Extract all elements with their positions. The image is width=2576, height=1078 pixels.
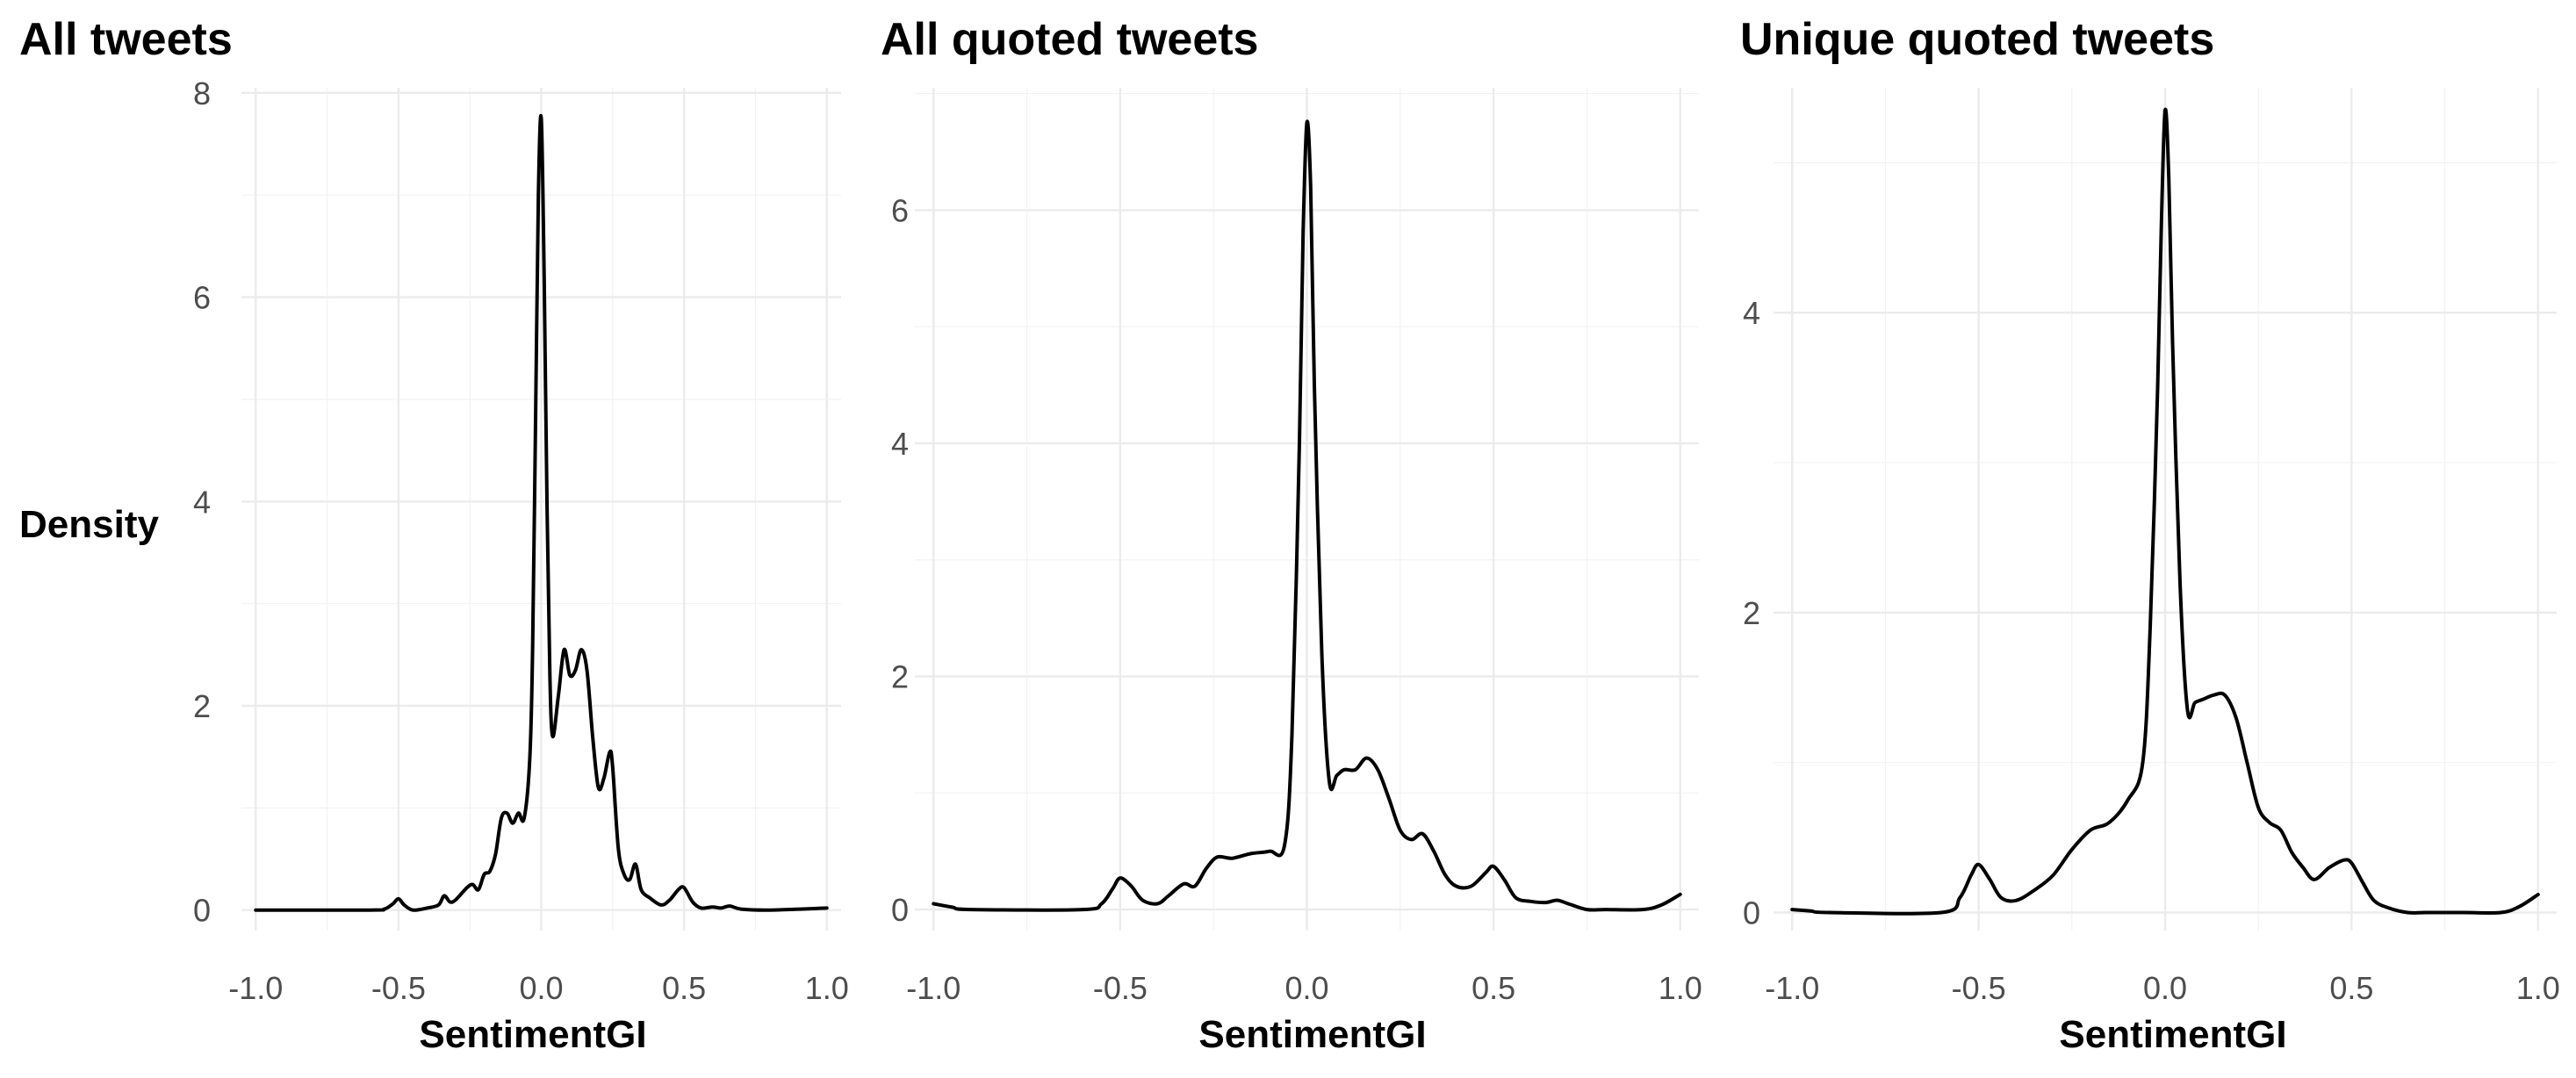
y-tick-label-0: 0 bbox=[193, 893, 211, 929]
x-tick-label-1-0: 1.0 bbox=[805, 970, 849, 1006]
y-tick-label-4: 4 bbox=[1743, 295, 1760, 331]
density-line-all-quoted-tweets bbox=[932, 119, 1682, 912]
x-tick-label-0-0: 0.0 bbox=[519, 970, 563, 1006]
y-tick-label-4: 4 bbox=[193, 484, 211, 520]
y-tick-label-4: 4 bbox=[891, 426, 909, 462]
y-tick-label-6: 6 bbox=[891, 192, 909, 228]
density-line-unique-quoted-tweets bbox=[1790, 107, 2540, 916]
panel-all-quoted-tweets: 0 2 4 6 -1.0 -0.5 0.0 0.5 1.0 All quoted tweets… bbox=[881, 14, 1702, 1056]
x-tick-label-0-5: 0.5 bbox=[1471, 970, 1515, 1006]
x-axis-label-all-quoted-tweets: SentimentGI bbox=[1198, 1013, 1426, 1056]
x-tick-label-0-0: 0.0 bbox=[2143, 970, 2187, 1006]
density-line-all-tweets bbox=[254, 114, 829, 912]
y-tick-label-2: 2 bbox=[193, 688, 211, 724]
x-tick-label-0-5: 0.5 bbox=[662, 970, 706, 1006]
panel-title-unique-quoted-tweets: Unique quoted tweets bbox=[1740, 14, 2214, 65]
x-tick-label-1-0: 1.0 bbox=[2516, 970, 2560, 1006]
x-tick-label-0-5: 0.5 bbox=[2329, 970, 2373, 1006]
x-tick-label-1-0: -1.0 bbox=[228, 970, 283, 1006]
panel-all-tweets: 0 2 4 6 8 -1.0 -0.5 0.0 0.5 1.0 All tweets Senti… bbox=[19, 14, 849, 1056]
x-axis-label-all-tweets: SentimentGI bbox=[419, 1013, 646, 1056]
y-tick-label-2: 2 bbox=[1743, 595, 1760, 631]
y-tick-label-6: 6 bbox=[193, 280, 211, 316]
x-tick-label-0-0: 0.0 bbox=[1284, 970, 1328, 1006]
x-axis-label-unique-quoted-tweets: SentimentGI bbox=[2059, 1013, 2286, 1056]
y-tick-label-2: 2 bbox=[891, 659, 909, 695]
x-tick-label-0-5: -0.5 bbox=[1093, 970, 1148, 1006]
x-tick-label-1-0: -1.0 bbox=[906, 970, 961, 1006]
y-axis-label-density: Density bbox=[19, 503, 159, 546]
panel-title-all-tweets: All tweets bbox=[19, 14, 233, 65]
x-tick-label-1-0: 1.0 bbox=[1659, 970, 1702, 1006]
panel-unique-quoted-tweets: 0 2 4 -1.0 -0.5 0.0 0.5 1.0 Unique quoted twee… bbox=[1740, 14, 2560, 1056]
x-tick-label-1-0: -1.0 bbox=[1765, 970, 1819, 1006]
y-tick-label-0: 0 bbox=[1743, 895, 1760, 931]
x-tick-label-0-5: -0.5 bbox=[371, 970, 426, 1006]
panel-title-all-quoted-tweets: All quoted tweets bbox=[881, 14, 1258, 65]
y-tick-label-0: 0 bbox=[891, 892, 909, 928]
x-tick-label-0-5: -0.5 bbox=[1952, 970, 2006, 1006]
y-tick-label-8: 8 bbox=[193, 75, 211, 111]
